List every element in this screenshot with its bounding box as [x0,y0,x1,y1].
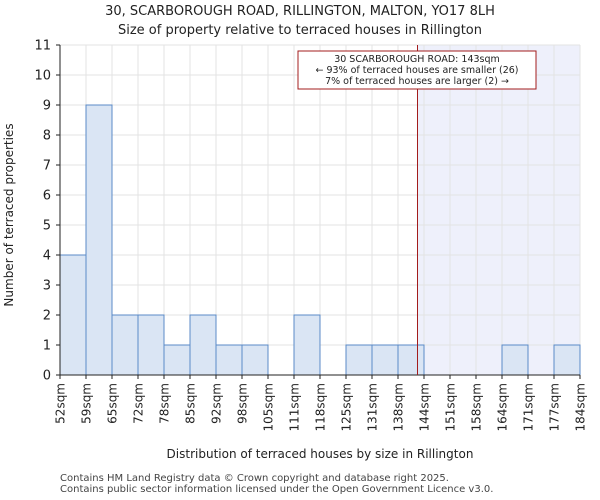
x-tick-label: 105sqm [262,383,276,431]
x-tick-label: 85sqm [184,383,198,424]
y-tick-label: 0 [43,369,51,384]
x-tick-label: 78sqm [158,383,172,424]
x-tick-label: 98sqm [236,383,250,424]
histogram-bar [85,104,113,376]
x-tick-label: 171sqm [522,383,536,431]
histogram-bar [293,314,321,376]
x-tick-label: 144sqm [418,383,432,431]
histogram-bar [111,314,139,376]
histogram-bar [553,344,581,376]
annotation-line: 7% of terraced houses are larger (2) → [325,76,509,87]
y-tick-label: 10 [34,69,51,84]
larger-region-highlight [417,45,580,375]
y-axis-label: Number of terraced properties [2,123,16,306]
histogram-bar [215,344,243,376]
y-tick-label: 6 [43,189,51,204]
annotation-line: 30 SCARBOROUGH ROAD: 143sqm [334,54,500,65]
x-tick-label: 52sqm [54,383,68,424]
histogram-bar [371,344,399,376]
y-tick-label: 1 [43,339,51,354]
footer-licence: Contains public sector information licen… [60,484,494,495]
x-tick-label: 118sqm [314,383,328,431]
annotation-line: ← 93% of terraced houses are smaller (26… [315,65,518,76]
histogram-bar [501,344,529,376]
histogram-bar [59,254,87,376]
x-tick-label: 177sqm [548,383,562,431]
x-tick-label: 184sqm [574,383,588,431]
y-tick-label: 7 [43,159,51,174]
x-tick-label: 59sqm [80,383,94,424]
x-tick-label: 125sqm [340,383,354,431]
y-tick-label: 11 [34,39,51,54]
chart-subtitle: Size of property relative to terraced ho… [117,23,483,38]
histogram-bar [345,344,373,376]
x-axis-label: Distribution of terraced houses by size … [167,447,474,461]
x-tick-label: 164sqm [496,383,510,431]
y-tick-label: 2 [43,309,51,324]
x-tick-label: 138sqm [392,383,406,431]
x-tick-label: 151sqm [444,383,458,431]
y-tick-label: 4 [43,249,51,264]
y-tick-label: 3 [43,279,51,294]
y-tick-label: 5 [43,219,51,234]
histogram-bar [397,344,425,376]
x-tick-label: 111sqm [288,383,302,431]
x-tick-label: 131sqm [366,383,380,431]
histogram-bar [189,314,217,376]
x-tick-label: 158sqm [470,383,484,431]
histogram-bar [137,314,165,376]
x-tick-label: 92sqm [210,383,224,424]
histogram-bar [163,344,191,376]
histogram-bar [241,344,269,376]
chart-title: 30, SCARBOROUGH ROAD, RILLINGTON, MALTON… [105,4,495,19]
y-tick-label: 9 [43,99,51,114]
annotation-box [297,50,537,90]
y-tick-label: 8 [43,129,51,144]
x-tick-label: 65sqm [106,383,120,424]
footer-copyright: Contains HM Land Registry data © Crown c… [60,473,449,484]
x-tick-label: 72sqm [132,383,146,424]
